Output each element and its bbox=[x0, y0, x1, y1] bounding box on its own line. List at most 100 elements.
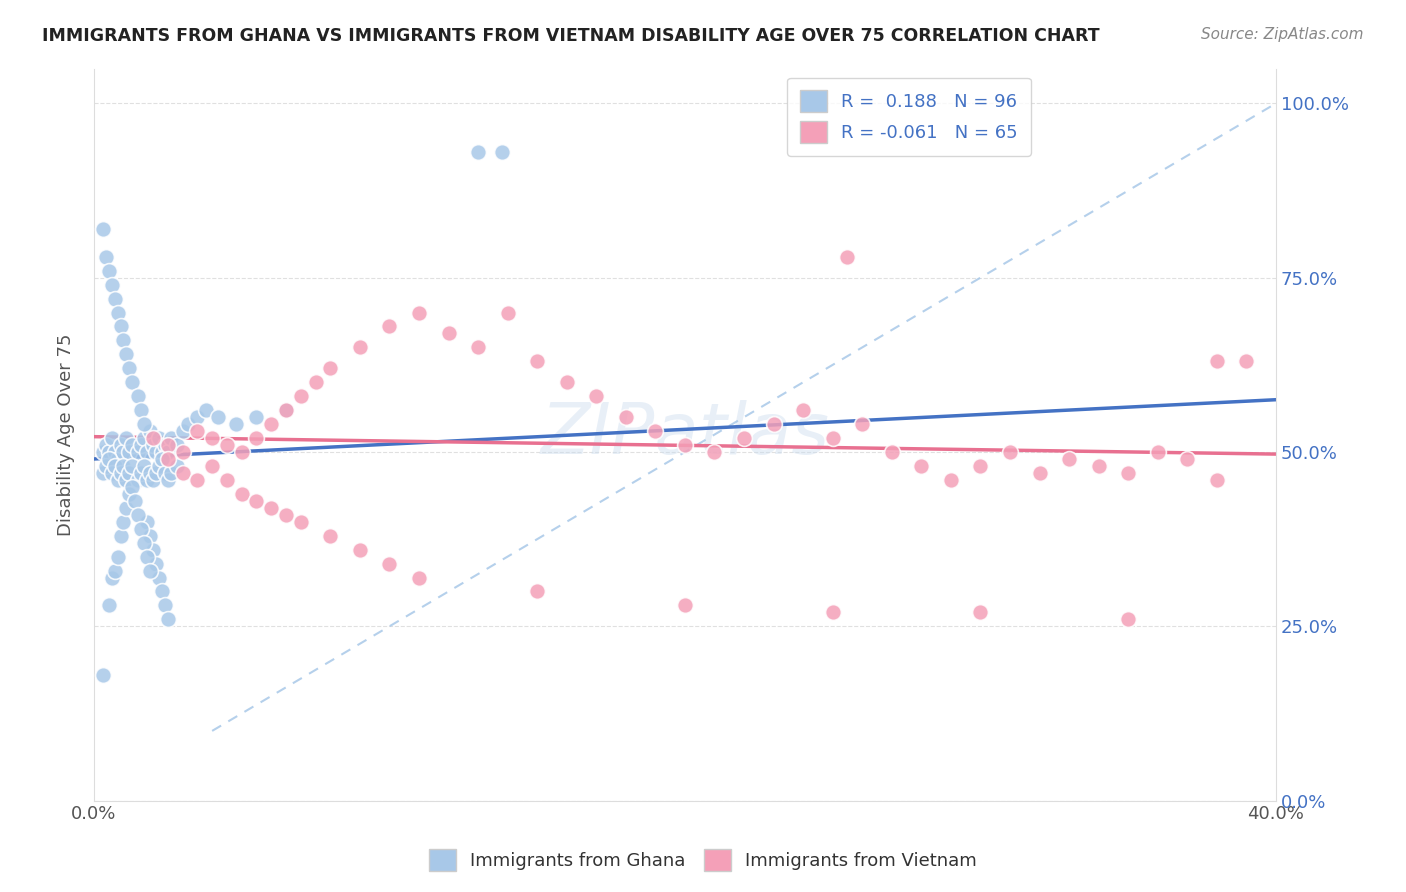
Point bbox=[139, 529, 162, 543]
Point bbox=[110, 529, 132, 543]
Point bbox=[274, 403, 297, 417]
Legend: Immigrants from Ghana, Immigrants from Vietnam: Immigrants from Ghana, Immigrants from V… bbox=[422, 842, 984, 879]
Point bbox=[159, 431, 181, 445]
Point bbox=[215, 438, 238, 452]
Point bbox=[177, 417, 200, 431]
Point bbox=[969, 458, 991, 473]
Point bbox=[1116, 466, 1139, 480]
Point bbox=[129, 438, 152, 452]
Point bbox=[153, 466, 176, 480]
Point bbox=[274, 403, 297, 417]
Point bbox=[127, 473, 149, 487]
Point bbox=[110, 466, 132, 480]
Point bbox=[186, 424, 208, 438]
Point bbox=[762, 417, 785, 431]
Point bbox=[104, 564, 127, 578]
Point bbox=[91, 466, 114, 480]
Point bbox=[260, 417, 283, 431]
Point bbox=[231, 445, 253, 459]
Point bbox=[107, 473, 129, 487]
Point bbox=[139, 424, 162, 438]
Point bbox=[121, 438, 143, 452]
Point bbox=[145, 557, 167, 571]
Point bbox=[156, 445, 179, 459]
Point bbox=[91, 668, 114, 682]
Point bbox=[245, 493, 267, 508]
Point bbox=[150, 584, 173, 599]
Point bbox=[1234, 354, 1257, 368]
Point bbox=[142, 473, 165, 487]
Point bbox=[225, 417, 247, 431]
Point bbox=[349, 340, 371, 354]
Point bbox=[821, 431, 844, 445]
Text: IMMIGRANTS FROM GHANA VS IMMIGRANTS FROM VIETNAM DISABILITY AGE OVER 75 CORRELAT: IMMIGRANTS FROM GHANA VS IMMIGRANTS FROM… bbox=[42, 27, 1099, 45]
Point bbox=[129, 466, 152, 480]
Point bbox=[136, 445, 159, 459]
Point bbox=[118, 361, 141, 376]
Point bbox=[260, 500, 283, 515]
Text: Source: ZipAtlas.com: Source: ZipAtlas.com bbox=[1201, 27, 1364, 42]
Point bbox=[112, 445, 135, 459]
Point bbox=[526, 354, 548, 368]
Point bbox=[127, 445, 149, 459]
Point bbox=[378, 557, 401, 571]
Point bbox=[121, 458, 143, 473]
Point bbox=[142, 542, 165, 557]
Point bbox=[245, 410, 267, 425]
Point bbox=[172, 445, 194, 459]
Point bbox=[118, 487, 141, 501]
Point bbox=[110, 319, 132, 334]
Point bbox=[1205, 354, 1227, 368]
Point bbox=[851, 417, 873, 431]
Point bbox=[94, 458, 117, 473]
Point bbox=[148, 570, 170, 584]
Point bbox=[201, 431, 224, 445]
Point bbox=[821, 606, 844, 620]
Point bbox=[153, 599, 176, 613]
Point bbox=[910, 458, 932, 473]
Point bbox=[1028, 466, 1050, 480]
Legend: R =  0.188   N = 96, R = -0.061   N = 65: R = 0.188 N = 96, R = -0.061 N = 65 bbox=[787, 78, 1031, 156]
Point bbox=[136, 473, 159, 487]
Point bbox=[215, 473, 238, 487]
Point bbox=[112, 334, 135, 348]
Point bbox=[245, 431, 267, 445]
Point bbox=[112, 515, 135, 529]
Point bbox=[107, 452, 129, 467]
Point bbox=[115, 473, 138, 487]
Point bbox=[231, 487, 253, 501]
Point bbox=[150, 445, 173, 459]
Point bbox=[378, 319, 401, 334]
Point bbox=[104, 458, 127, 473]
Point bbox=[129, 403, 152, 417]
Point bbox=[614, 410, 637, 425]
Point bbox=[156, 438, 179, 452]
Point bbox=[91, 445, 114, 459]
Point bbox=[115, 347, 138, 361]
Point bbox=[112, 458, 135, 473]
Point bbox=[998, 445, 1021, 459]
Point bbox=[153, 438, 176, 452]
Point bbox=[94, 250, 117, 264]
Point bbox=[97, 445, 120, 459]
Point bbox=[134, 535, 156, 549]
Point bbox=[121, 480, 143, 494]
Point bbox=[142, 431, 165, 445]
Point bbox=[1146, 445, 1168, 459]
Y-axis label: Disability Age Over 75: Disability Age Over 75 bbox=[58, 334, 75, 536]
Point bbox=[290, 389, 312, 403]
Point bbox=[118, 466, 141, 480]
Point bbox=[100, 570, 122, 584]
Point bbox=[319, 529, 342, 543]
Point bbox=[134, 458, 156, 473]
Point bbox=[104, 445, 127, 459]
Point bbox=[644, 424, 666, 438]
Point bbox=[166, 438, 188, 452]
Point bbox=[127, 508, 149, 522]
Point bbox=[496, 305, 519, 319]
Point bbox=[939, 473, 962, 487]
Point bbox=[145, 445, 167, 459]
Point bbox=[156, 612, 179, 626]
Point bbox=[319, 361, 342, 376]
Point bbox=[969, 606, 991, 620]
